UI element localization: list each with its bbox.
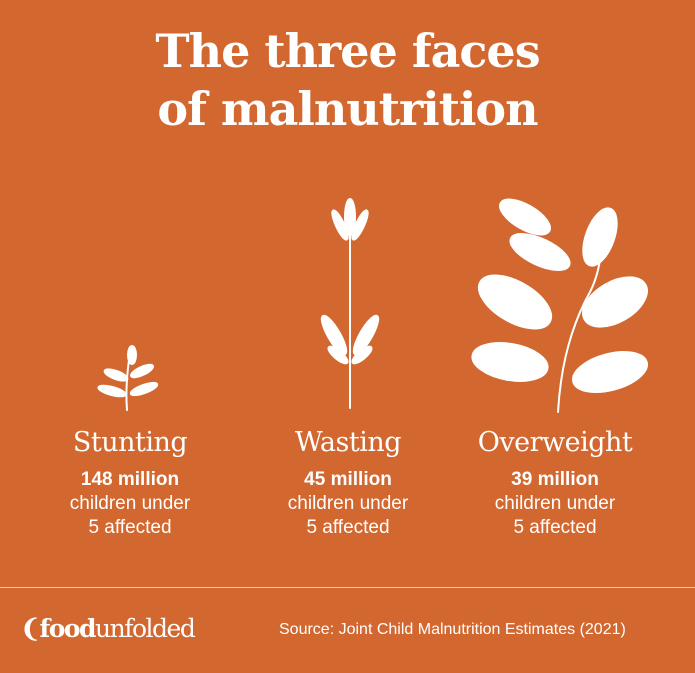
thin-plant-icon [320, 198, 380, 409]
stat-desc: children under [494, 493, 616, 514]
stat-overweight: Overweight 39 million children under 5 a… [450, 427, 660, 540]
footer-divider [0, 587, 695, 588]
stat-name: Stunting [72, 427, 188, 458]
foodunfolded-logo: ❨foodunfolded [20, 614, 196, 643]
stat-desc: children under [287, 493, 409, 514]
stat-value: 39 million [511, 469, 599, 490]
title-line-2: of malnutrition [157, 82, 538, 136]
stat-name: Wasting [294, 427, 402, 458]
stat-wasting: Wasting 45 million children under 5 affe… [243, 427, 453, 540]
stat-stunting: Stunting 148 million children under 5 af… [25, 427, 235, 540]
logo-leaf-icon: ❨ [20, 614, 41, 643]
title-line-1: The three faces [155, 24, 540, 78]
logo-unfolded: unfolded [95, 614, 196, 643]
stat-desc: 5 affected [306, 517, 390, 538]
logo-food: food [39, 614, 96, 643]
stat-name: Overweight [477, 427, 633, 458]
large-leafy-plant-icon [471, 198, 648, 413]
stat-desc: 5 affected [513, 517, 597, 538]
small-plant-icon [97, 345, 159, 411]
page-title: The three faces of malnutrition [0, 22, 695, 138]
stat-desc: 5 affected [88, 517, 172, 538]
stat-desc: children under [69, 493, 191, 514]
stat-value: 148 million [80, 469, 180, 490]
source-text: Source: Joint Child Malnutrition Estimat… [279, 621, 626, 638]
stat-value: 45 million [304, 469, 392, 490]
